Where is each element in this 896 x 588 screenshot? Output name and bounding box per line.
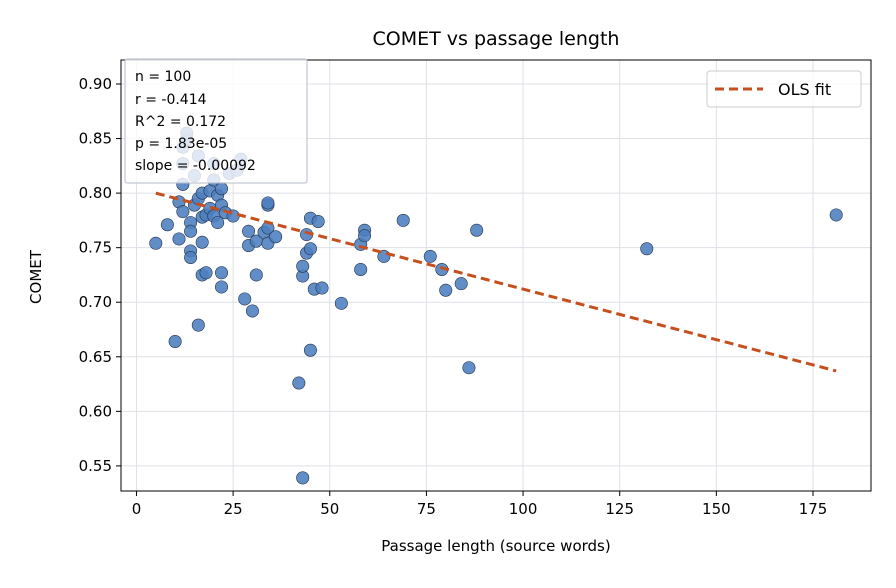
data-point xyxy=(184,250,198,264)
chart-title: COMET vs passage length xyxy=(373,28,620,50)
legend: OLS fit xyxy=(706,70,862,108)
stats-line: r = -0.414 xyxy=(135,92,207,108)
x-tick-label: 50 xyxy=(320,500,339,518)
y-tick-label: 0.55 xyxy=(79,457,112,475)
data-point xyxy=(354,262,368,276)
y-tick-label: 0.85 xyxy=(79,130,112,148)
data-point xyxy=(160,218,174,232)
plot-frame xyxy=(120,59,872,492)
x-tick-label: 100 xyxy=(509,500,538,518)
data-point xyxy=(195,235,209,249)
data-point xyxy=(462,361,476,375)
stats-line: p = 1.83e-05 xyxy=(135,136,227,152)
x-axis-label: Passage length (source words) xyxy=(381,537,610,555)
data-point xyxy=(249,268,263,282)
data-point xyxy=(211,216,225,230)
data-point xyxy=(176,205,190,219)
x-tick-label: 175 xyxy=(799,500,828,518)
data-point xyxy=(315,281,329,295)
data-point xyxy=(296,259,310,273)
data-point xyxy=(215,280,229,294)
data-point xyxy=(640,242,654,256)
data-point xyxy=(149,236,163,250)
data-point xyxy=(238,292,252,306)
data-point xyxy=(168,335,182,349)
data-point xyxy=(396,213,410,227)
data-point xyxy=(470,223,484,237)
data-point xyxy=(292,376,306,390)
y-tick-label: 0.90 xyxy=(79,75,112,93)
x-tick-label: 25 xyxy=(224,500,243,518)
data-point xyxy=(215,182,229,196)
data-point xyxy=(242,224,256,238)
data-point xyxy=(439,283,453,297)
ols-fit-line xyxy=(155,191,837,373)
data-point xyxy=(269,230,283,244)
data-point xyxy=(311,214,325,228)
data-point xyxy=(303,343,317,357)
data-point xyxy=(303,242,317,256)
legend-frame xyxy=(706,70,862,108)
x-tick-label: 75 xyxy=(417,500,436,518)
data-point xyxy=(245,304,259,318)
y-tick-label: 0.65 xyxy=(79,348,112,366)
data-point xyxy=(191,318,205,332)
data-point xyxy=(199,266,213,280)
stats-line: R^2 = 0.172 xyxy=(135,114,226,130)
y-axis-ticks: 0.55 0.60 0.65 0.70 0.75 0.80 0.85 0.90 xyxy=(79,75,121,475)
legend-label-ols-fit: OLS fit xyxy=(778,80,831,99)
stats-line: n = 100 xyxy=(135,69,191,85)
y-tick-label: 0.80 xyxy=(79,184,112,202)
data-point xyxy=(334,296,348,310)
y-tick-label: 0.60 xyxy=(79,402,112,420)
data-point xyxy=(358,229,372,243)
stats-line: slope = -0.00092 xyxy=(135,158,256,174)
y-axis-label: COMET xyxy=(27,249,45,304)
data-point xyxy=(215,266,229,280)
data-point xyxy=(172,232,186,246)
x-axis-ticks: 0 25 50 75 100 125 150 175 xyxy=(132,491,828,518)
x-tick-label: 150 xyxy=(702,500,731,518)
x-tick-label: 125 xyxy=(605,500,634,518)
ols-fit-segment xyxy=(155,191,837,373)
data-point xyxy=(184,224,198,238)
y-tick-label: 0.70 xyxy=(79,293,112,311)
data-point xyxy=(261,196,275,210)
data-point xyxy=(829,208,843,222)
y-tick-label: 0.75 xyxy=(79,239,112,257)
stats-box: n = 100 r = -0.414 R^2 = 0.172 p = 1.83e… xyxy=(124,58,308,184)
data-point xyxy=(423,249,437,263)
x-tick-label: 0 xyxy=(132,500,142,518)
stats-box-frame xyxy=(124,58,308,184)
data-point xyxy=(454,277,468,291)
data-point xyxy=(296,471,310,485)
